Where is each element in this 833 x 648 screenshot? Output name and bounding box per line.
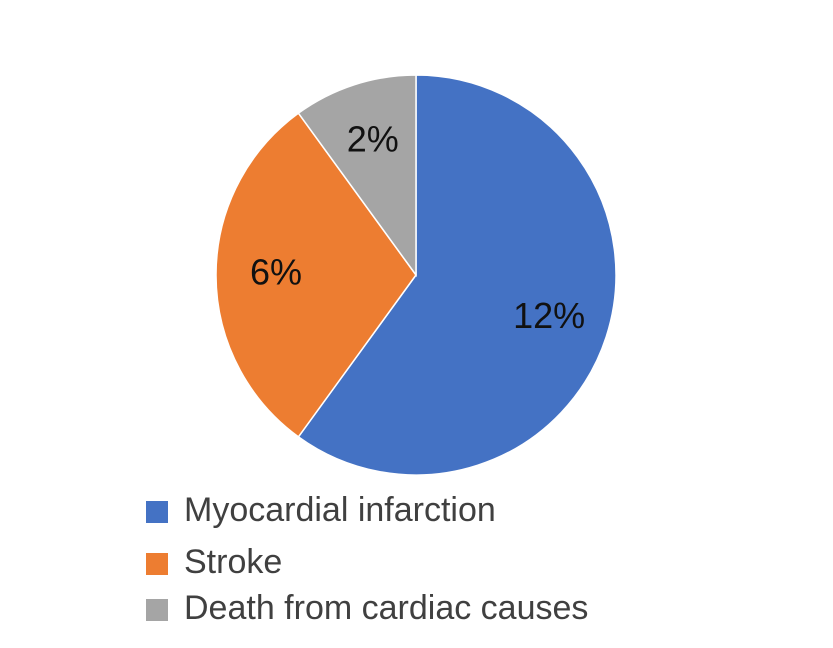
legend-swatch <box>146 501 168 523</box>
pie-slice <box>297 74 417 278</box>
legend-label: Stroke <box>184 543 282 581</box>
slice-label: 6% <box>250 252 302 293</box>
pie-slice <box>215 112 417 438</box>
legend-label: Myocardial infarction <box>184 491 496 529</box>
pie-slice <box>297 74 617 476</box>
legend-swatch <box>146 553 168 575</box>
slice-label: 2% <box>347 118 399 159</box>
legend-label: Death from cardiac causes <box>184 589 588 627</box>
slice-label: 12% <box>513 295 585 336</box>
legend-swatch <box>146 599 168 621</box>
